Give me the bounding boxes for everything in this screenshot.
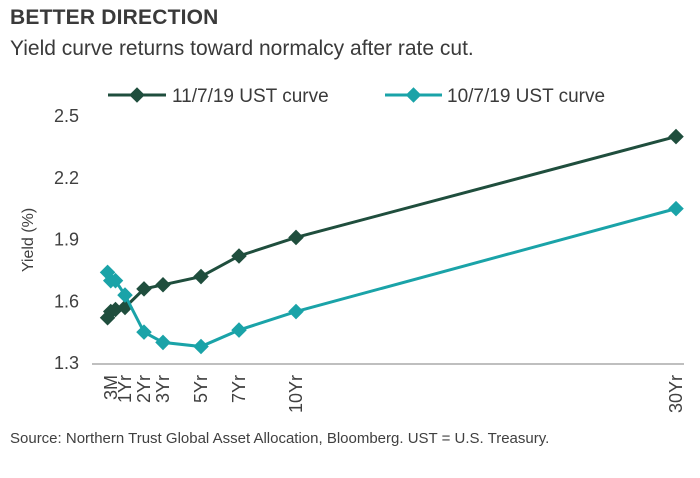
- data-point: [668, 200, 684, 217]
- y-tick-label: 2.2: [54, 168, 79, 188]
- series-1: [99, 128, 684, 326]
- x-tick-label: 30Yr: [666, 375, 686, 413]
- x-tick-label: 1Yr: [115, 375, 135, 403]
- x-tick-label: 5Yr: [191, 375, 211, 403]
- legend-marker-series2: [405, 87, 422, 103]
- x-tick-label: 7Yr: [229, 375, 249, 403]
- y-tick-label: 1.6: [54, 291, 79, 311]
- data-point: [668, 128, 684, 145]
- source-note: Source: Northern Trust Global Asset Allo…: [10, 430, 550, 447]
- data-point: [288, 229, 304, 246]
- data-point: [231, 248, 247, 264]
- y-tick-label: 1.9: [54, 230, 79, 250]
- chart-title: BETTER DIRECTION: [10, 6, 219, 29]
- chart-subtitle: Yield curve returns toward normalcy afte…: [10, 37, 474, 60]
- series-layer: [99, 128, 684, 355]
- series-line: [106, 135, 677, 319]
- x-tick-label: 3M: [101, 375, 121, 400]
- data-point: [155, 277, 171, 293]
- x-tick-label: 10Yr: [286, 375, 306, 413]
- data-point: [193, 338, 209, 355]
- data-point: [231, 322, 247, 338]
- x-tick-label: 3Yr: [153, 375, 173, 403]
- legend-marker-series1: [129, 87, 145, 103]
- legend-label-series1: 11/7/19 UST curve: [172, 86, 329, 107]
- y-tick-label: 1.3: [54, 353, 79, 373]
- data-point: [136, 324, 152, 340]
- y-axis-ticks: 1.3 1.6 1.9 2.2 2.5: [54, 106, 79, 373]
- legend-label-series2: 10/7/19 UST curve: [447, 86, 605, 107]
- data-point: [288, 303, 304, 320]
- y-axis-label: Yield (%): [20, 208, 37, 272]
- x-tick-label: 2Yr: [134, 375, 154, 403]
- y-tick-label: 2.5: [54, 106, 79, 126]
- data-point: [193, 268, 209, 285]
- series-2: [99, 200, 684, 355]
- legend: 11/7/19 UST curve 10/7/19 UST curve: [108, 86, 605, 107]
- data-point: [136, 281, 152, 297]
- data-point: [155, 334, 171, 351]
